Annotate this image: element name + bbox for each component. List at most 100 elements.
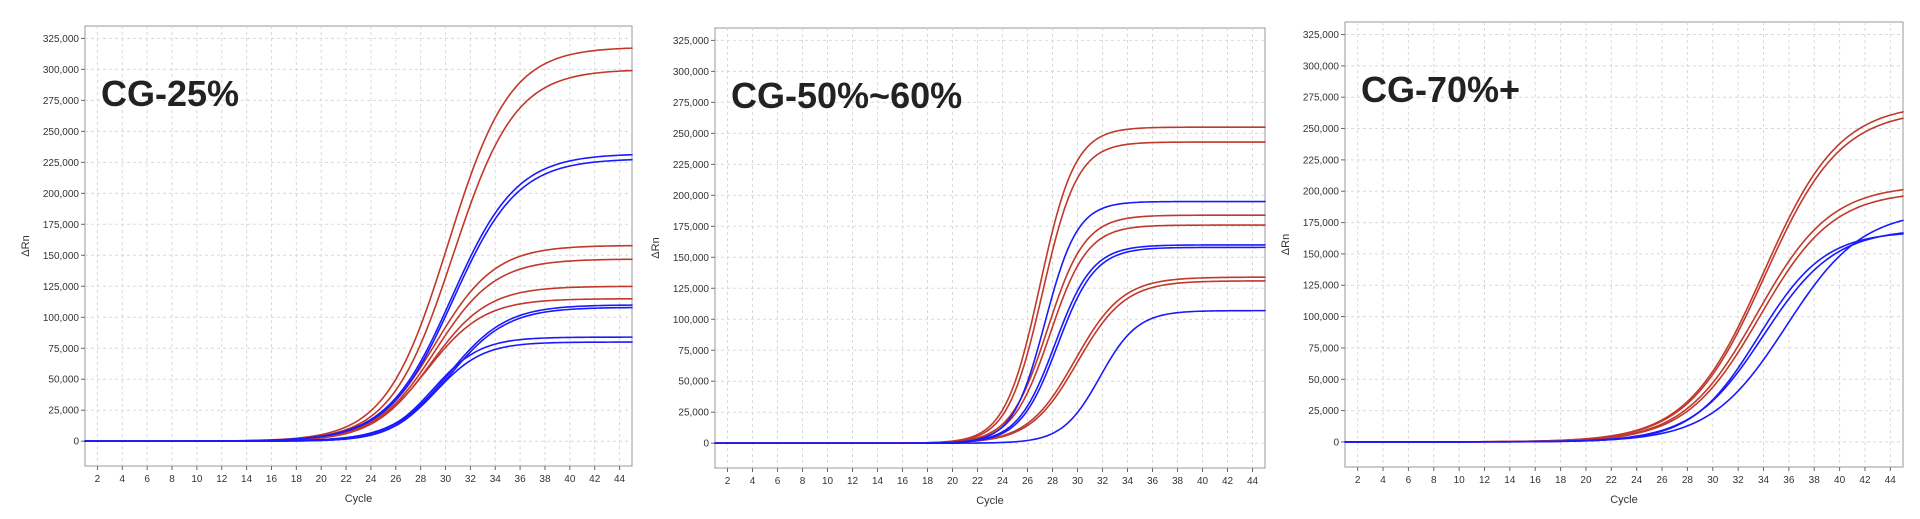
x-tick-label: 26	[1022, 476, 1034, 487]
x-tick-label: 38	[1809, 475, 1821, 486]
x-tick-label: 34	[490, 474, 502, 485]
amplification-curve	[84, 341, 633, 443]
y-tick-label: 250,000	[43, 127, 80, 138]
y-tick-label: 300,000	[673, 67, 710, 78]
x-tick-label: 42	[1222, 476, 1234, 487]
x-tick-label: 24	[365, 474, 377, 485]
x-tick-label: 24	[1631, 475, 1643, 486]
x-tick-label: 40	[1197, 476, 1209, 487]
x-tick-label: 8	[800, 476, 806, 487]
y-axis-label: ΔRn	[650, 237, 662, 258]
y-tick-label: 250,000	[673, 129, 710, 140]
x-tick-label: 12	[847, 476, 859, 487]
x-tick-label: 12	[1479, 475, 1491, 486]
x-tick-label: 28	[1047, 476, 1059, 487]
x-tick-label: 16	[266, 474, 278, 485]
x-tick-label: 40	[1834, 475, 1846, 486]
y-tick-label: 325,000	[1303, 30, 1340, 41]
x-tick-label: 38	[1172, 476, 1184, 487]
y-tick-label: 200,000	[673, 191, 710, 202]
x-tick-label: 28	[415, 474, 427, 485]
panel-annotation: CG-70%+	[1361, 69, 1520, 110]
x-axis-label: Cycle	[345, 493, 373, 505]
panel-annotation: CG-25%	[101, 73, 239, 114]
x-tick-label: 10	[822, 476, 834, 487]
plot-area	[84, 25, 633, 467]
x-tick-label: 10	[1454, 475, 1466, 486]
y-tick-label: 175,000	[43, 220, 80, 231]
y-tick-label: 200,000	[43, 189, 80, 200]
y-tick-label: 275,000	[43, 96, 80, 107]
y-tick-label: 175,000	[1303, 218, 1340, 229]
x-tick-label: 6	[775, 476, 781, 487]
x-tick-label: 22	[1606, 475, 1618, 486]
y-tick-label: 300,000	[43, 65, 80, 76]
y-tick-label: 75,000	[1308, 343, 1339, 354]
x-tick-label: 30	[1707, 475, 1719, 486]
y-tick-label: 100,000	[43, 313, 80, 324]
x-tick-label: 2	[1355, 475, 1361, 486]
x-tick-label: 28	[1682, 475, 1694, 486]
y-tick-label: 25,000	[48, 406, 79, 417]
panel-annotation: CG-50%~60%	[731, 75, 962, 116]
x-tick-label: 8	[1431, 475, 1437, 486]
x-tick-label: 36	[1147, 476, 1159, 487]
x-tick-label: 4	[750, 476, 756, 487]
x-tick-label: 4	[120, 474, 126, 485]
y-tick-label: 150,000	[1303, 249, 1340, 260]
y-tick-label: 0	[1333, 437, 1339, 448]
amplification-curve	[714, 309, 1266, 445]
x-tick-label: 26	[1656, 475, 1668, 486]
y-tick-label: 300,000	[1303, 61, 1340, 72]
y-axis-label: ΔRn	[20, 235, 32, 256]
x-tick-label: 34	[1758, 475, 1770, 486]
y-tick-label: 125,000	[1303, 281, 1340, 292]
x-tick-label: 44	[1247, 476, 1259, 487]
x-tick-label: 14	[241, 474, 253, 485]
x-tick-label: 8	[169, 474, 175, 485]
x-tick-label: 20	[947, 476, 959, 487]
x-tick-label: 18	[922, 476, 934, 487]
y-tick-label: 175,000	[673, 222, 710, 233]
y-tick-label: 225,000	[673, 160, 710, 171]
x-tick-label: 32	[1097, 476, 1109, 487]
x-tick-label: 24	[997, 476, 1009, 487]
x-tick-label: 14	[1504, 475, 1516, 486]
y-tick-label: 150,000	[673, 253, 710, 264]
x-tick-label: 38	[539, 474, 551, 485]
x-tick-label: 36	[1783, 475, 1795, 486]
y-tick-label: 75,000	[48, 344, 79, 355]
amplification-plot-cg-50-60: 0 25,000 50,000 75,000 100,000 125,000 150,000…	[650, 27, 1266, 507]
x-tick-label: 2	[725, 476, 731, 487]
plot-area	[1344, 21, 1904, 468]
x-tick-label: 18	[1555, 475, 1567, 486]
y-tick-label: 50,000	[678, 377, 709, 388]
y-tick-label: 0	[73, 437, 79, 448]
x-tick-label: 32	[1733, 475, 1745, 486]
x-tick-label: 36	[515, 474, 527, 485]
y-tick-label: 325,000	[43, 34, 80, 45]
x-tick-label: 6	[1406, 475, 1412, 486]
x-tick-label: 20	[1580, 475, 1592, 486]
x-tick-label: 6	[144, 474, 150, 485]
y-tick-label: 150,000	[43, 251, 80, 262]
y-tick-label: 275,000	[1303, 93, 1340, 104]
x-tick-label: 32	[465, 474, 477, 485]
y-tick-label: 275,000	[673, 98, 710, 109]
amplification-curve	[1344, 219, 1904, 443]
y-tick-label: 125,000	[673, 284, 710, 295]
x-tick-label: 30	[1072, 476, 1084, 487]
x-tick-label: 26	[390, 474, 402, 485]
y-tick-label: 225,000	[43, 158, 80, 169]
y-tick-label: 200,000	[1303, 187, 1340, 198]
x-tick-label: 16	[1530, 475, 1542, 486]
x-tick-label: 44	[1885, 475, 1897, 486]
y-tick-label: 250,000	[1303, 124, 1340, 135]
x-tick-label: 12	[216, 474, 228, 485]
y-tick-label: 225,000	[1303, 155, 1340, 166]
x-tick-label: 4	[1380, 475, 1386, 486]
x-tick-label: 14	[872, 476, 884, 487]
x-tick-label: 34	[1122, 476, 1134, 487]
x-axis-label: Cycle	[1610, 494, 1638, 506]
